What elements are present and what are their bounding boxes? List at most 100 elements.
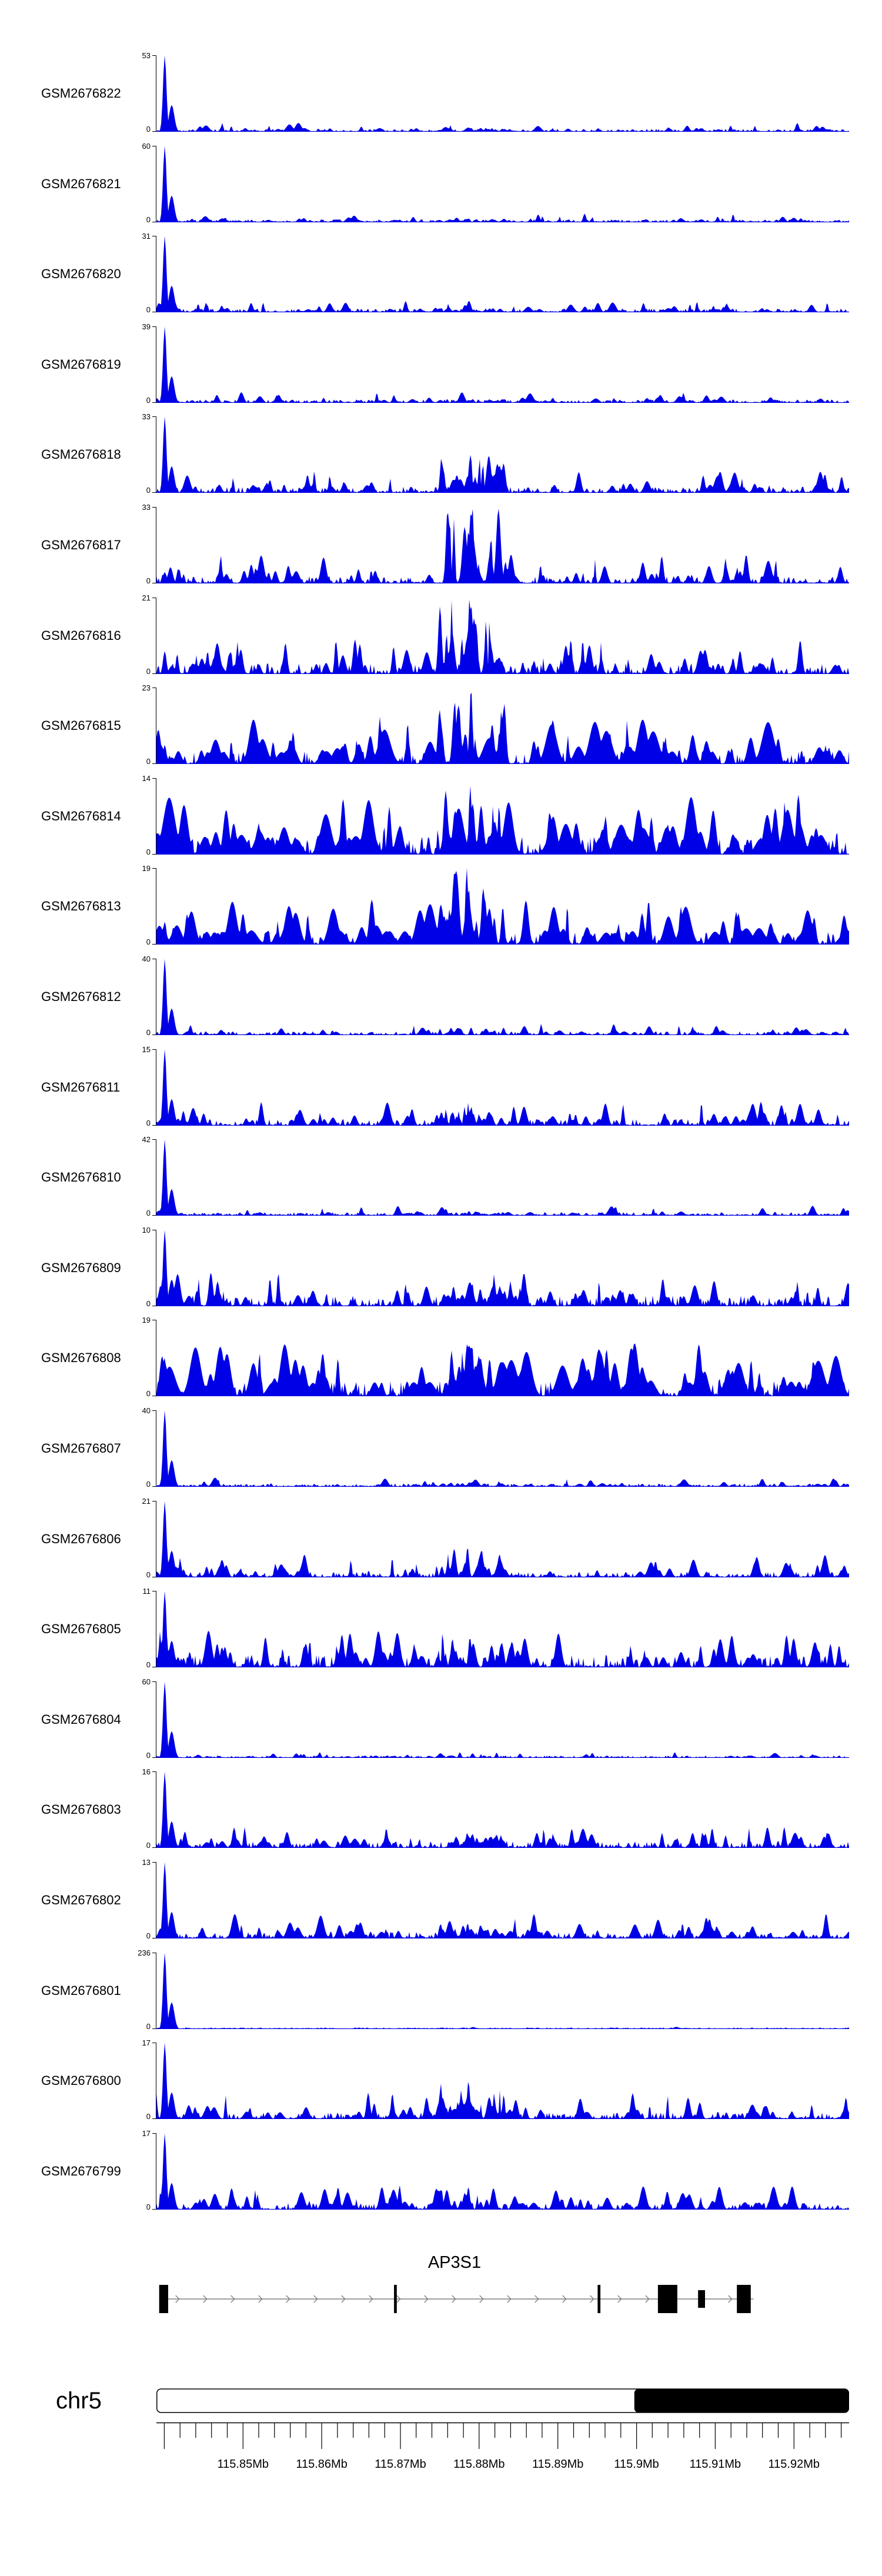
exon-box [698, 2290, 705, 2308]
axis-tick-label: 115.91Mb [689, 2458, 741, 2471]
strand-arrow-icon [230, 2295, 235, 2303]
coverage-plot [156, 1410, 849, 1487]
axis-tick-label: 115.92Mb [768, 2458, 820, 2471]
track-label: GSM2676806 [41, 1531, 121, 1546]
coverage-signal [156, 2133, 849, 2210]
coverage-signal [156, 236, 849, 313]
track-row: GSM2676821 60 0 [0, 140, 882, 231]
y-axis-max-label: 17 [142, 2038, 151, 2048]
y-axis-tick [152, 1847, 156, 1848]
y-axis-tick [152, 326, 156, 327]
strand-arrow-icon [286, 2295, 290, 2303]
y-axis-tick [152, 1757, 156, 1758]
coverage-plot [156, 1229, 849, 1306]
coverage-signal [156, 145, 849, 222]
track-row: GSM2676817 33 0 [0, 501, 882, 592]
axis-tick-label: 115.87Mb [375, 2458, 426, 2471]
track-row: GSM2676807 40 0 [0, 1404, 882, 1495]
strand-arrow-icon [258, 2295, 263, 2303]
y-axis-tick [152, 492, 156, 493]
y-axis-max-label: 60 [142, 141, 151, 151]
coverage-plot [156, 2133, 849, 2210]
track-row: GSM2676805 11 0 [0, 1585, 882, 1676]
strand-arrow-icon [452, 2295, 456, 2303]
y-axis-zero-label: 0 [146, 1118, 151, 1127]
track-row: GSM2676803 16 0 [0, 1766, 882, 1856]
y-axis-zero-label: 0 [146, 1299, 151, 1308]
y-axis-zero-label: 0 [146, 1389, 151, 1399]
y-axis-tick [152, 673, 156, 674]
axis-tick-label: 115.85Mb [217, 2458, 269, 2471]
y-axis-zero-label: 0 [146, 2021, 151, 2031]
y-axis-zero-label: 0 [146, 305, 151, 315]
chromosome-ideogram [156, 2388, 849, 2413]
track-row: GSM2676814 14 0 [0, 772, 882, 863]
track-row: GSM2676813 19 0 [0, 862, 882, 953]
coverage-plot [156, 959, 849, 1035]
y-axis-tick [152, 402, 156, 403]
coverage-signal [156, 1681, 849, 1758]
track-label: GSM2676801 [41, 1983, 121, 1998]
exon-box [657, 2285, 677, 2313]
y-axis-max-label: 21 [142, 593, 151, 602]
strand-arrow-icon [175, 2295, 180, 2303]
track-label: GSM2676803 [41, 1802, 121, 1817]
y-axis-tick [152, 868, 156, 869]
strand-arrow-icon [203, 2295, 208, 2303]
track-label: GSM2676800 [41, 2073, 121, 2088]
y-axis-zero-label: 0 [146, 486, 151, 495]
coverage-plot [156, 326, 849, 403]
strand-arrow-icon [534, 2295, 539, 2303]
track-label: GSM2676822 [41, 86, 121, 101]
y-axis-max-label: 39 [142, 322, 151, 331]
track-row: GSM2676819 39 0 [0, 321, 882, 411]
track-label: GSM2676815 [41, 718, 121, 733]
track-label: GSM2676810 [41, 1170, 121, 1185]
coverage-signal [156, 959, 849, 1035]
coverage-plot [156, 1591, 849, 1668]
y-axis-zero-label: 0 [146, 1480, 151, 1489]
strand-arrow-icon [562, 2295, 567, 2303]
coverage-plot [156, 868, 849, 945]
coverage-signal [156, 868, 849, 945]
coverage-signal [156, 1862, 849, 1938]
coverage-signal [156, 1500, 849, 1577]
y-axis-zero-label: 0 [146, 1570, 151, 1579]
coverage-plot [156, 145, 849, 222]
track-row: GSM2676800 17 0 [0, 2037, 882, 2127]
y-axis-tick [152, 2028, 156, 2029]
y-axis-max-label: 21 [142, 1496, 151, 1506]
coverage-plot [156, 1049, 849, 1126]
track-row: GSM2676809 10 0 [0, 1224, 882, 1314]
axis-tick-label: 115.86Mb [296, 2458, 348, 2471]
y-axis-tick [152, 2133, 156, 2134]
track-label: GSM2676813 [41, 899, 121, 914]
y-axis-zero-label: 0 [146, 395, 151, 405]
track-row: GSM2676801 236 0 [0, 1947, 882, 2037]
strand-arrow-icon [369, 2295, 373, 2303]
y-axis-tick [152, 778, 156, 779]
y-axis-tick [152, 507, 156, 508]
exon-box [159, 2285, 168, 2313]
coverage-signal [156, 1591, 849, 1668]
coverage-signal [156, 1771, 849, 1848]
coverage-signal [156, 786, 849, 855]
track-row: GSM2676811 15 0 [0, 1043, 882, 1134]
track-label: GSM2676814 [41, 808, 121, 823]
y-axis-max-label: 60 [142, 1677, 151, 1686]
y-axis-max-label: 16 [142, 1767, 151, 1777]
coverage-plot [156, 508, 849, 583]
track-label: GSM2676817 [41, 538, 121, 552]
y-axis-tick [152, 1486, 156, 1487]
y-axis-max-label: 19 [142, 1316, 151, 1325]
strand-arrow-icon [728, 2295, 733, 2303]
track-label: GSM2676812 [41, 989, 121, 1004]
track-row: GSM2676802 13 0 [0, 1856, 882, 1947]
coverage-plot [156, 1952, 849, 2029]
track-label: GSM2676821 [41, 176, 121, 191]
y-axis-zero-label: 0 [146, 847, 151, 856]
y-axis-tick [152, 55, 156, 56]
strand-arrow-icon [507, 2295, 512, 2303]
y-axis-tick [152, 1139, 156, 1140]
axis-tick-label: 115.9Mb [614, 2458, 659, 2471]
